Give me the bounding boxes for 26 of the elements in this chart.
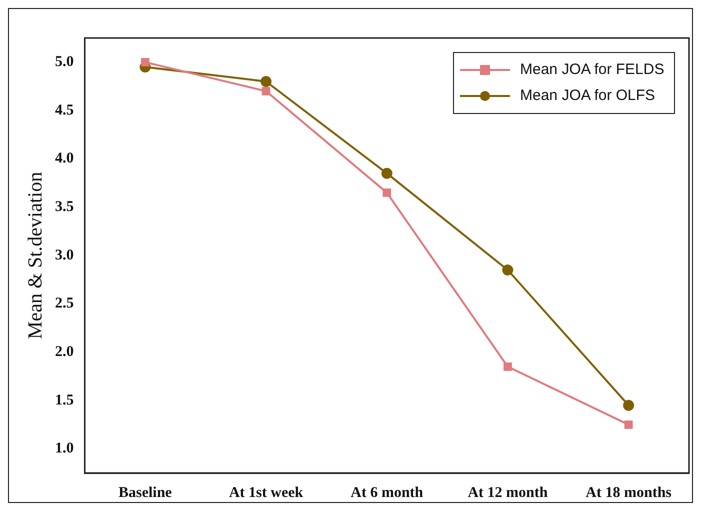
y-tick-label: 5.0: [55, 54, 74, 70]
y-tick-label: 3.5: [55, 199, 74, 216]
y-tick-label: 2.5: [55, 296, 74, 312]
point: [140, 58, 150, 66]
y-tick-label: 1.0: [55, 440, 74, 457]
x-tick-label: Baseline: [118, 484, 172, 501]
x-tick-label: At 6 month: [350, 484, 424, 501]
point: [623, 400, 634, 411]
point: [502, 264, 514, 276]
point: [624, 420, 633, 429]
y-tick-label: 4.0: [55, 150, 74, 167]
legend-label: Mean JOA for FELDS: [520, 60, 664, 80]
x-tick-label: At 12 month: [468, 484, 548, 501]
y-tick-label: 1.5: [55, 392, 74, 408]
y-axis-title: Mean & St.deviation: [24, 172, 46, 340]
point: [382, 188, 392, 197]
point: [504, 362, 512, 371]
point: [260, 76, 272, 87]
legend-label: Mean JOA for OLFS: [520, 86, 656, 106]
y-tick-label: 4.5: [55, 102, 74, 118]
y-tick-label: 2.0: [55, 344, 74, 360]
point: [381, 168, 392, 179]
y-tick-label: 3.0: [55, 247, 74, 264]
x-tick-label: At 18 months: [586, 484, 672, 501]
point: [262, 86, 270, 96]
x-tick-label: At 1st week: [228, 484, 304, 501]
